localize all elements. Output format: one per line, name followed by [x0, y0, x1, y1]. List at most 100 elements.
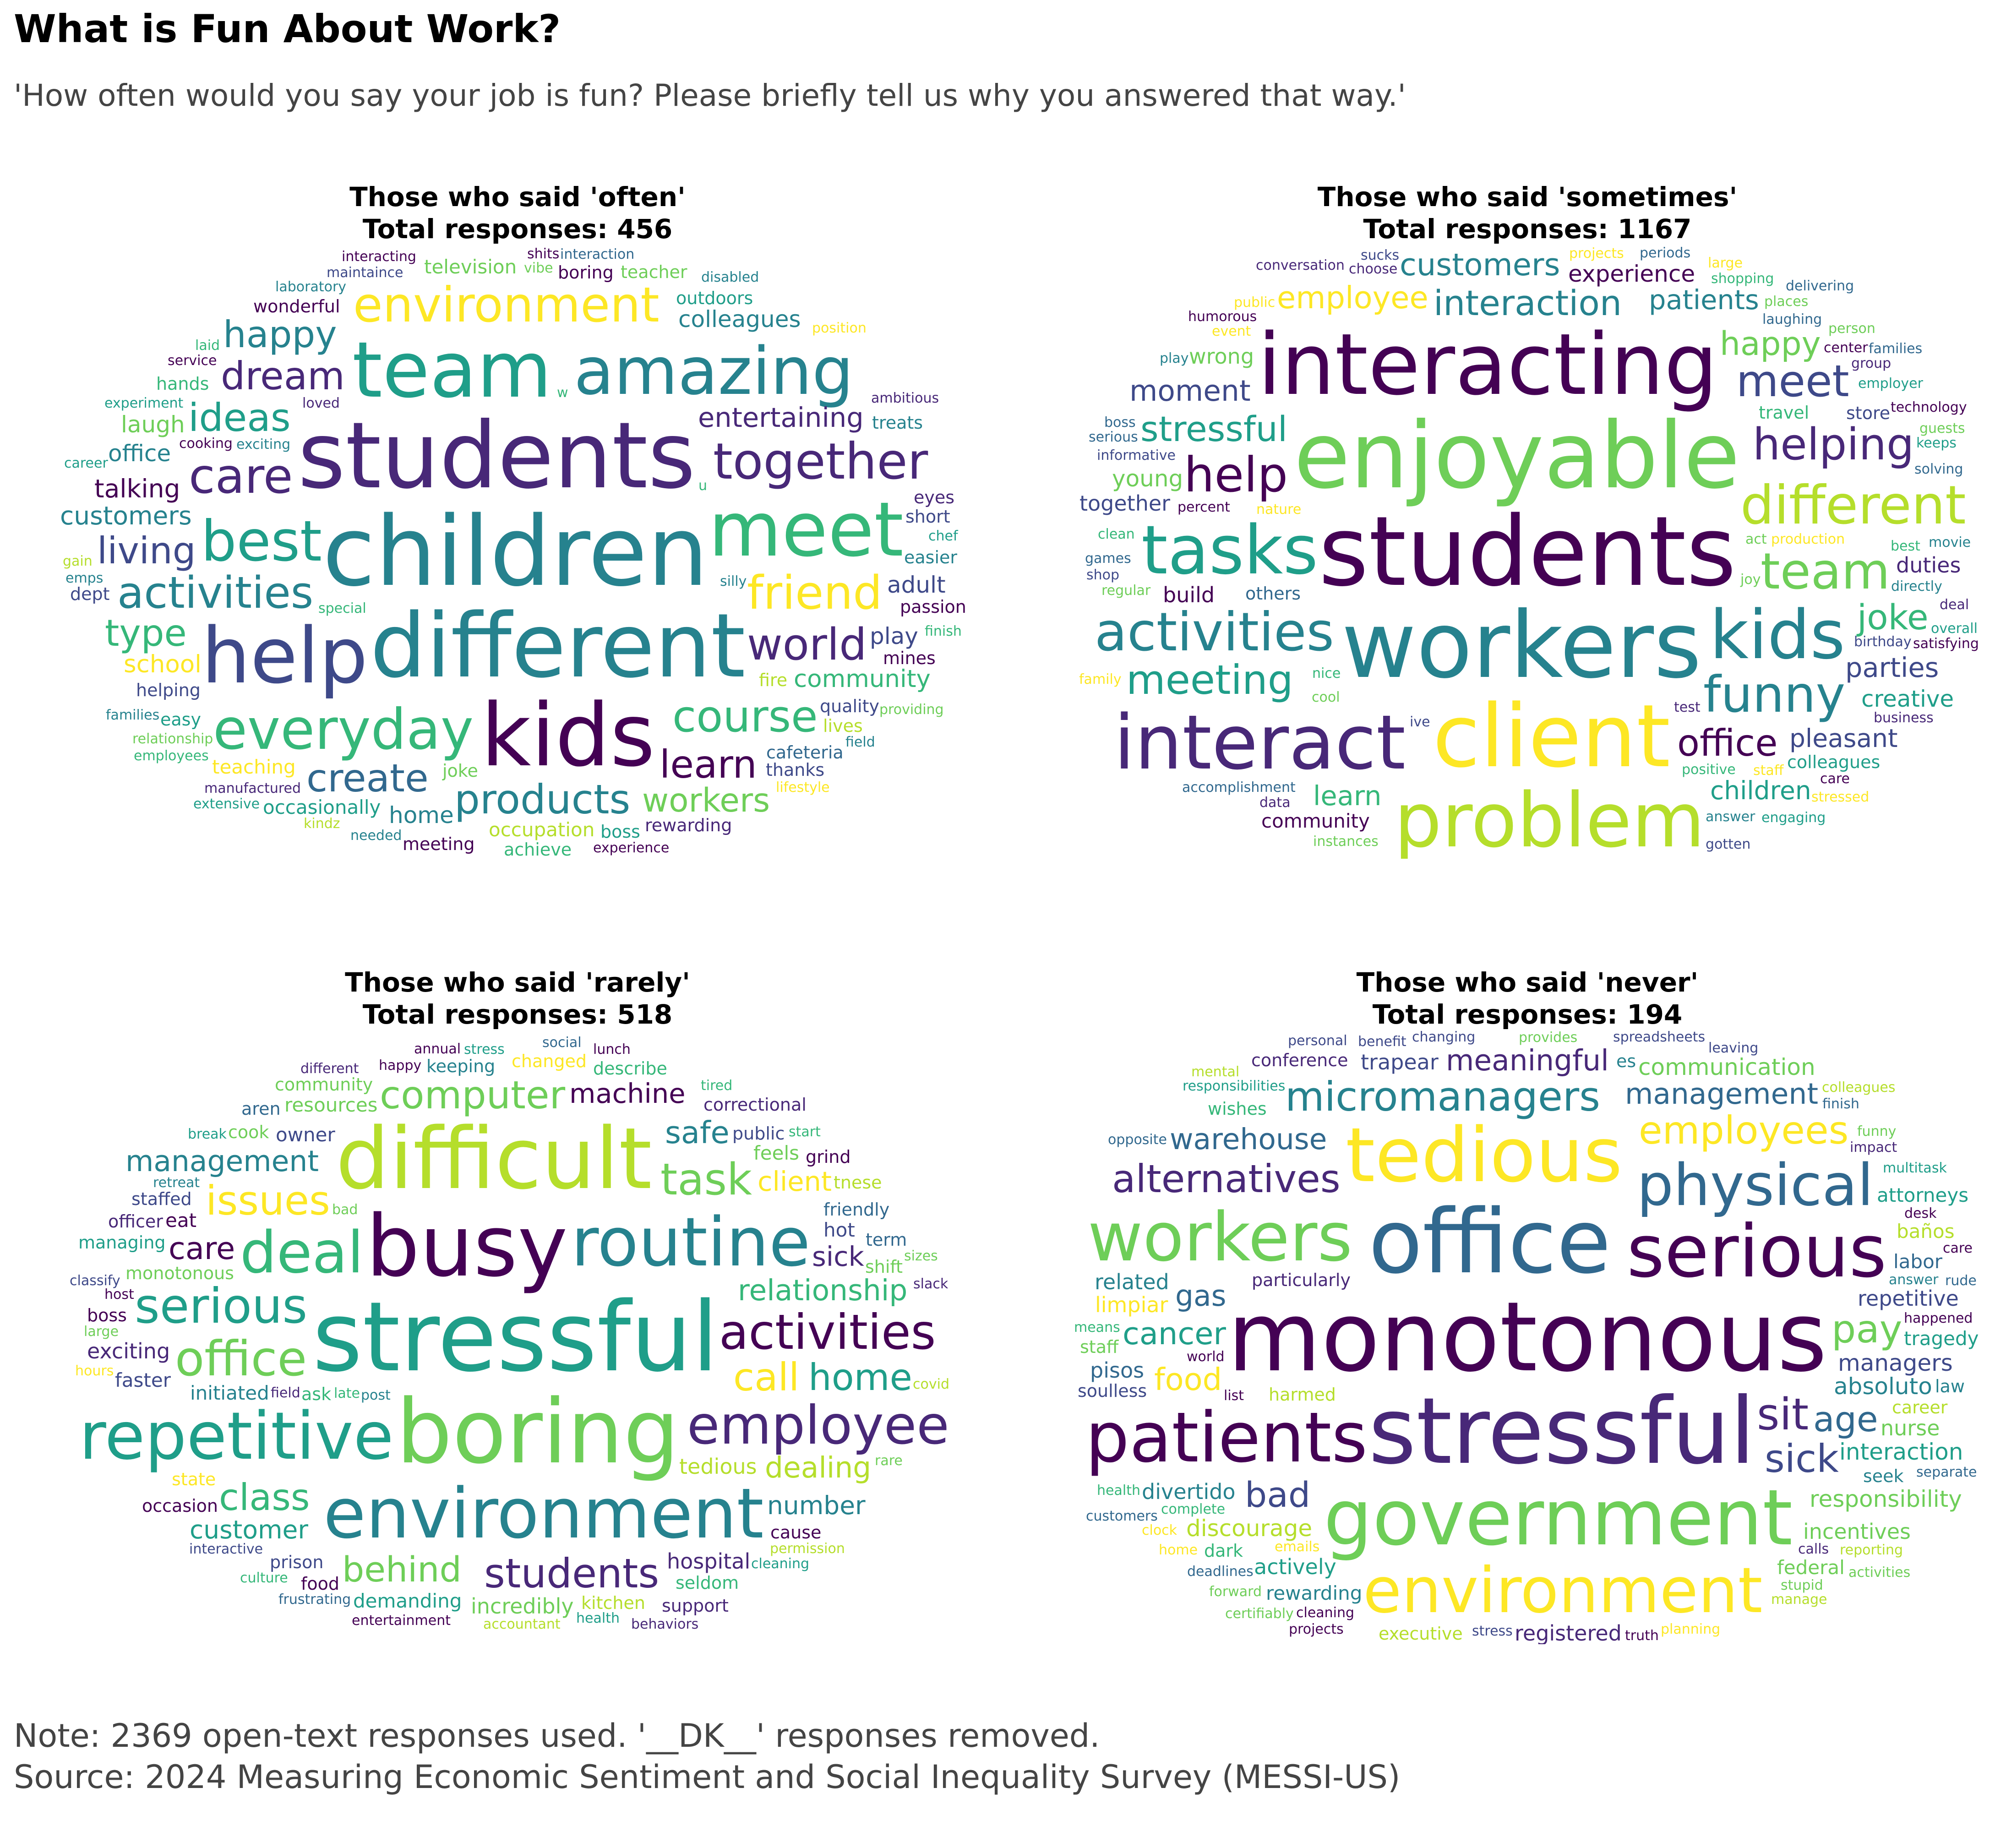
cloud-word: special [318, 600, 366, 616]
cloud-word: responsibilities [1183, 1078, 1286, 1094]
cloud-word: workers [642, 781, 770, 819]
cloud-word: providing [879, 702, 944, 718]
cloud-word: best [1891, 538, 1920, 554]
cloud-word: projects [1289, 1621, 1344, 1637]
cloud-word: happy [379, 1058, 422, 1074]
cloud-word: activities [117, 568, 314, 618]
cloud-word: laid [195, 338, 220, 354]
cloud-word: shopping [1711, 271, 1774, 287]
cloud-word: wrong [1189, 344, 1254, 369]
cloud-word: state [172, 1469, 216, 1489]
cloud-word: social [542, 1035, 582, 1051]
cloud-word: colleagues [1787, 752, 1881, 772]
cloud-word: parties [1845, 652, 1939, 683]
cloud-word: computer [380, 1073, 566, 1118]
cloud-word: prison [270, 1552, 324, 1572]
cloud-word: public [732, 1123, 785, 1144]
cloud-word: number [767, 1491, 866, 1520]
cloud-word: different [370, 594, 746, 698]
cloud-word: dark [1204, 1541, 1243, 1561]
cloud-word: home [389, 802, 454, 829]
cloud-word: teacher [621, 262, 687, 282]
cloud-word: cooking [179, 436, 233, 452]
cloud-word: clean [1098, 526, 1135, 542]
cloud-word: store [1846, 403, 1891, 423]
cloud-word: changed [512, 1051, 587, 1071]
footnote: Note: 2369 open-text responses used. '__… [14, 1715, 1400, 1798]
cloud-word: help [1184, 447, 1288, 503]
cloud-word: shift [865, 1257, 903, 1277]
cloud-word: management [1625, 1077, 1819, 1111]
cloud-word: difficult [336, 1109, 652, 1208]
cloud-word: patients [1649, 284, 1759, 316]
cloud-word: trapear [1361, 1050, 1439, 1074]
cloud-word: learn [1313, 780, 1382, 812]
cloud-word: boss [600, 822, 640, 842]
cloud-word: tired [701, 1078, 733, 1094]
cloud-word: friend [747, 566, 883, 620]
cloud-word: overall [1931, 621, 1978, 637]
cloud-word: routine [571, 1203, 811, 1281]
cloud-word: exciting [236, 436, 291, 452]
cloud-word: community [275, 1074, 373, 1095]
cloud-word: maintaince [327, 265, 403, 281]
cloud-word: registered [1515, 1621, 1622, 1644]
cloud-word: bad [1245, 1474, 1311, 1515]
cloud-word: colleagues [678, 306, 801, 333]
cloud-word: cleaning [751, 1556, 810, 1572]
cloud-word: boss [1104, 414, 1136, 431]
cloud-word: physical [1637, 1151, 1874, 1219]
cloud-word: wonderful [253, 296, 340, 316]
cloud-word: class [219, 1476, 310, 1519]
cloud-word: list [1224, 1388, 1244, 1404]
cloud-word: cause [770, 1522, 822, 1543]
cloud-word: deadlines [1187, 1564, 1254, 1580]
panel-sometimes-title: Those who said 'sometimes' Total respons… [1074, 181, 1981, 245]
cloud-word: products [454, 776, 631, 823]
cloud-word: children [322, 496, 709, 608]
cloud-word: stressful [1368, 1378, 1755, 1485]
cloud-word: joke [442, 761, 478, 781]
cloud-word: duties [1896, 553, 1961, 578]
cloud-word: short [905, 507, 950, 527]
cloud-word: harmed [1269, 1385, 1336, 1405]
cloud-word: forward [1209, 1584, 1262, 1600]
cloud-word: humorous [1188, 309, 1257, 325]
cloud-word: rare [875, 1453, 903, 1469]
cloud-word: mines [883, 648, 936, 668]
cloud-word: career [64, 455, 108, 471]
cloud-word: customers [1400, 247, 1560, 283]
cloud-word: attorneys [1877, 1184, 1969, 1206]
cloud-word: create [306, 756, 429, 801]
cloud-word: everyday [213, 697, 474, 762]
cloud-word: hands [156, 374, 209, 394]
cloud-word: complete [1161, 1501, 1226, 1517]
cloud-word: happened [1904, 1310, 1973, 1326]
cloud-word: chef [928, 528, 958, 544]
figure-title: What is Fun About Work? [14, 6, 561, 51]
cloud-word: pleasant [1789, 724, 1898, 753]
word-cloud-rarely: stressful boring busy difficult environment r… [60, 1030, 971, 1644]
cloud-word: certifiably [1225, 1606, 1294, 1622]
cloud-word: positive [1682, 762, 1736, 778]
cloud-word: happy [223, 313, 337, 356]
cloud-word: activities [1848, 1565, 1911, 1581]
cloud-word: experience [1568, 261, 1695, 287]
cloud-word: delivering [1786, 278, 1854, 294]
cloud-word: government [1324, 1473, 1793, 1563]
cloud-word: hot [823, 1219, 855, 1241]
cloud-word: tasks [1141, 511, 1319, 589]
cloud-word: benefit [1358, 1034, 1406, 1050]
figure-subtitle: 'How often would you say your job is fun… [14, 78, 1406, 113]
cloud-word: public [1234, 294, 1276, 311]
cloud-word: task [660, 1155, 752, 1205]
cloud-word: school [124, 650, 202, 678]
cloud-word: faster [115, 1369, 171, 1391]
cloud-word: health [576, 1610, 620, 1626]
cloud-word: manufactured [204, 780, 301, 796]
cloud-word: problem [1394, 777, 1705, 859]
cloud-word: meaningful [1446, 1044, 1609, 1077]
cloud-word: correctional [703, 1095, 807, 1115]
cloud-word: extensive [193, 796, 260, 812]
cloud-word: helping [1753, 420, 1914, 470]
